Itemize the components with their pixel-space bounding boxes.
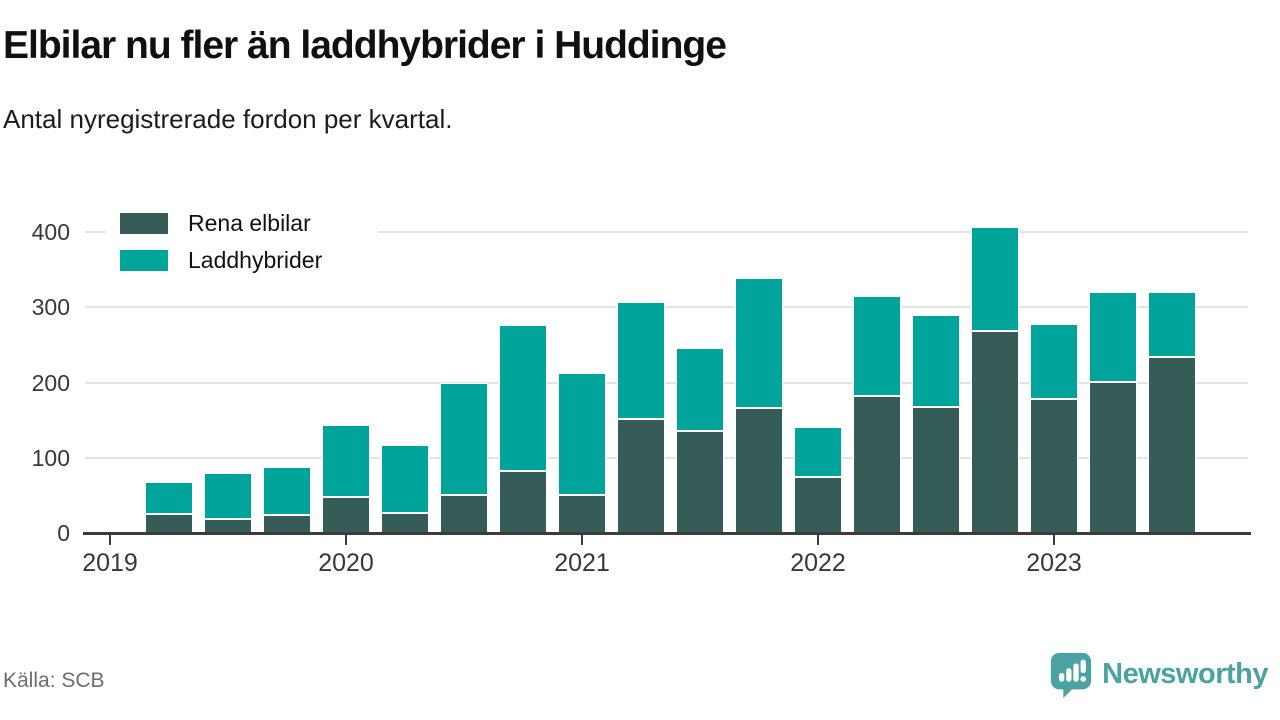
x-axis-tick-2023: 2023 (1026, 549, 1082, 577)
bar-2020-Q2-rena-elbilar (381, 512, 429, 533)
x-axis-tick-2019: 2019 (82, 549, 138, 577)
y-axis-tick-0: 0 (57, 520, 70, 546)
bar-2021-Q1-rena-elbilar (558, 495, 606, 533)
x-axis-tickmark-2019 (109, 534, 111, 545)
x-axis-tickmark-2023 (1053, 534, 1055, 545)
bar-2020-Q1-laddhybrider (322, 425, 370, 497)
legend-swatch-teal (120, 250, 168, 271)
newsworthy-logo-icon (1048, 650, 1094, 698)
bar-2022-Q3-rena-elbilar (912, 407, 960, 533)
x-axis-tick-2021: 2021 (554, 549, 610, 577)
chart-legend: Rena elbilar Laddhybrider (106, 198, 378, 292)
legend-swatch-dark (120, 213, 168, 234)
bar-2021-Q4-laddhybrider (735, 277, 783, 409)
x-axis-tick-2022: 2022 (790, 549, 846, 577)
bar-2019-Q2-rena-elbilar (145, 514, 193, 533)
gridline-100 (85, 456, 1248, 459)
x-axis-tickmark-2020 (345, 534, 347, 545)
bar-2023-Q3-rena-elbilar (1148, 356, 1196, 533)
bar-2019-Q4-rena-elbilar (263, 514, 311, 533)
bar-2020-Q2-laddhybrider (381, 444, 429, 513)
newsworthy-logo: Newsworthy (1048, 650, 1268, 698)
bar-2022-Q4-rena-elbilar (971, 331, 1019, 533)
bar-2022-Q2-laddhybrider (853, 295, 901, 397)
bar-2021-Q2-rena-elbilar (617, 418, 665, 533)
bar-2022-Q3-laddhybrider (912, 314, 960, 408)
bar-2020-Q3-rena-elbilar (440, 495, 488, 533)
page-title: Elbilar nu fler än laddhybrider i Huddin… (3, 24, 727, 67)
y-axis-tick-300: 300 (31, 294, 70, 321)
x-axis-tickmark-2022 (817, 534, 819, 545)
bar-2019-Q4-laddhybrider (263, 466, 311, 515)
x-axis-tick-2020: 2020 (318, 549, 374, 577)
x-axis-tickmark-2021 (581, 534, 583, 545)
gridline-400 (85, 231, 1248, 233)
bar-2019-Q2-laddhybrider (145, 481, 193, 515)
bar-2023-Q2-rena-elbilar (1089, 381, 1137, 533)
bar-2022-Q4-laddhybrider (971, 227, 1019, 332)
bar-2021-Q2-laddhybrider (617, 301, 665, 419)
newsworthy-wordmark: Newsworthy (1102, 657, 1268, 690)
legend-item-laddhybrider: Laddhybrider (120, 247, 378, 274)
legend-item-rena-elbilar: Rena elbilar (120, 210, 378, 237)
bar-2020-Q4-laddhybrider (499, 324, 547, 471)
bar-2023-Q1-laddhybrider (1030, 323, 1078, 400)
bar-2021-Q1-laddhybrider (558, 373, 606, 496)
bar-2020-Q1-rena-elbilar (322, 496, 370, 533)
legend-label: Rena elbilar (188, 210, 311, 236)
y-axis-tick-200: 200 (31, 369, 70, 396)
bar-2021-Q3-laddhybrider (676, 347, 724, 431)
bar-2021-Q4-rena-elbilar (735, 408, 783, 533)
bar-2023-Q3-laddhybrider (1148, 292, 1196, 357)
bar-2020-Q3-laddhybrider (440, 383, 488, 496)
y-axis-tick-100: 100 (31, 444, 70, 471)
bar-2023-Q2-laddhybrider (1089, 292, 1137, 382)
gridline-200 (85, 381, 1248, 384)
bar-2023-Q1-rena-elbilar (1030, 399, 1078, 533)
bar-2021-Q3-rena-elbilar (676, 430, 724, 533)
page-subtitle: Antal nyregistrerade fordon per kvartal. (3, 104, 453, 134)
bar-2022-Q1-laddhybrider (794, 426, 842, 478)
source-credit: Källa: SCB (3, 669, 105, 692)
gridline-300 (85, 306, 1248, 309)
legend-label: Laddhybrider (188, 247, 323, 273)
x-axis-line (83, 531, 1251, 535)
bar-2022-Q1-rena-elbilar (794, 477, 842, 533)
bar-2022-Q2-rena-elbilar (853, 396, 901, 533)
y-axis-tick-400: 400 (31, 219, 70, 245)
bar-2019-Q3-laddhybrider (204, 472, 252, 519)
bar-2020-Q4-rena-elbilar (499, 470, 547, 533)
